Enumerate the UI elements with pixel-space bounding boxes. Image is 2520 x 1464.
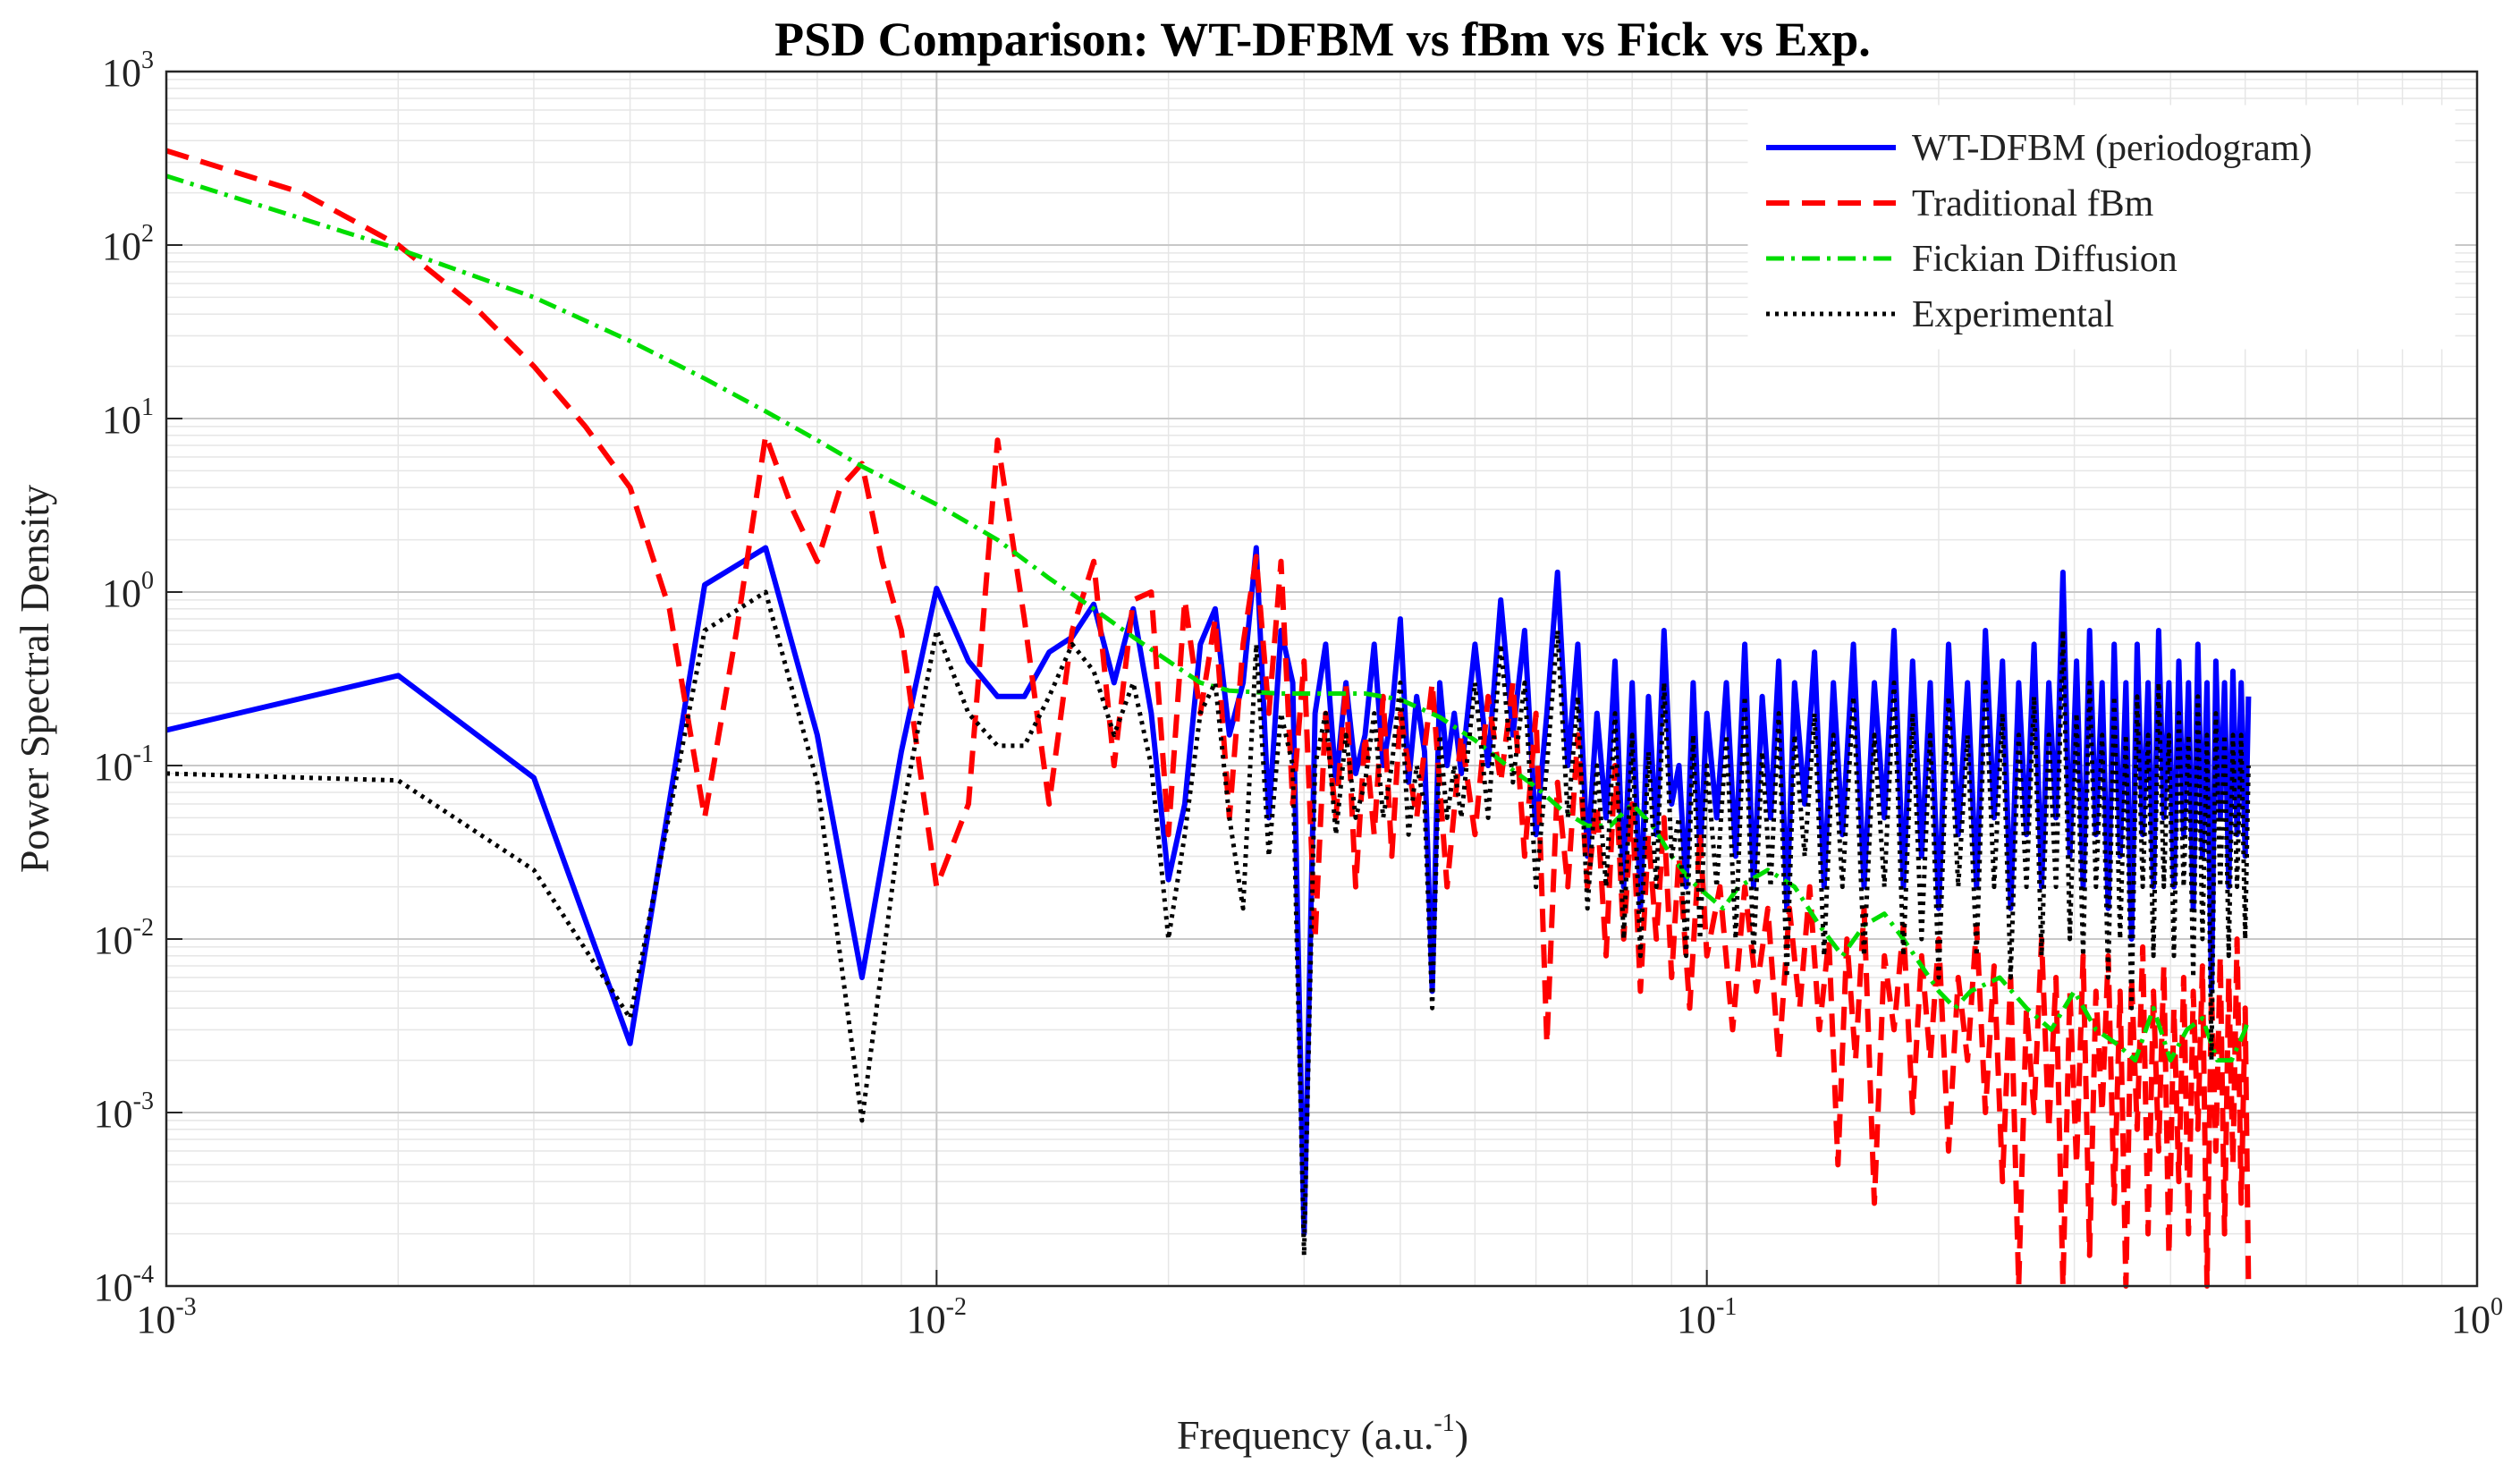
x-tick-label: 100 (2451, 1293, 2503, 1341)
x-axis-label: Frequency (a.u.-1) (1177, 1409, 1468, 1458)
y-tick-label: 103 (102, 47, 154, 95)
y-axis-label: Power Spectral Density (12, 485, 57, 873)
legend: WT-DFBM (periodogram) Traditional fBm Fick… (1747, 105, 2456, 350)
y-tick-label: 10-4 (94, 1261, 154, 1309)
x-axis-ticks: 10-3 10-2 10-1 100 (136, 1270, 2503, 1341)
x-tick-label: 10-3 (136, 1293, 196, 1341)
legend-label-3: Fickian Diffusion (1912, 239, 2178, 280)
series-layer (165, 148, 2252, 1289)
x-tick-label: 10-2 (907, 1293, 967, 1341)
legend-label-1: WT-DFBM (periodogram) (1912, 128, 2313, 169)
plot-area-frame (165, 70, 2479, 1288)
series-line-4 (165, 589, 2251, 1258)
legend-label-2: Traditional fBm (1912, 183, 2154, 224)
y-tick-label: 102 (102, 220, 154, 268)
y-axis-ticks: 10-4 10-3 10-2 10-1 100 101 102 103 (94, 47, 182, 1309)
chart-title: PSD Comparison: WT-DFBM vs fBm vs Fick v… (774, 13, 1871, 66)
y-tick-label: 100 (102, 567, 154, 615)
y-tick-label: 10-2 (94, 914, 154, 962)
series-line-2 (165, 148, 2252, 1289)
legend-label-4: Experimental (1912, 294, 2114, 335)
y-tick-label: 10-3 (94, 1087, 154, 1136)
y-tick-label: 10-1 (94, 740, 154, 789)
y-tick-label: 101 (102, 394, 154, 442)
x-tick-label: 10-1 (1677, 1293, 1737, 1341)
